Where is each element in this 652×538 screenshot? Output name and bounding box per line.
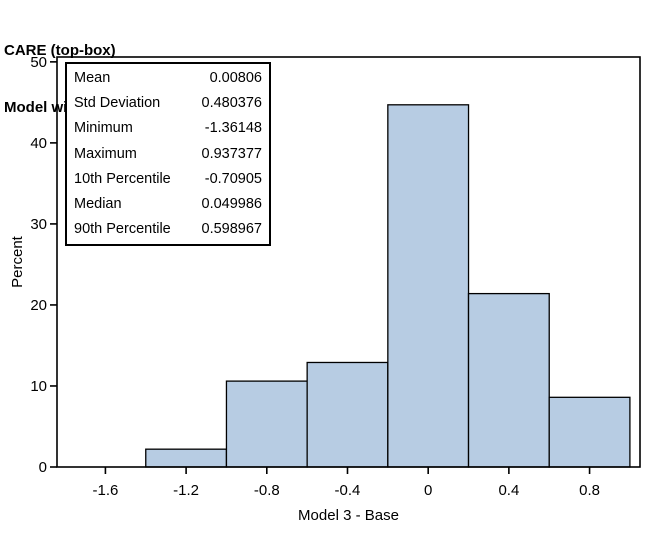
stats-row: Median 0.049986 bbox=[74, 192, 262, 217]
stats-row: Std Deviation 0.480376 bbox=[74, 91, 262, 116]
x-axis-tick-label: -1.2 bbox=[173, 482, 199, 499]
x-axis-tick-label: 0 bbox=[424, 482, 432, 499]
stats-row-label: Minimum bbox=[74, 120, 133, 137]
y-axis-tick-label: 30 bbox=[30, 216, 47, 233]
stats-row-label: Mean bbox=[74, 70, 111, 86]
stats-row: Maximum 0.937377 bbox=[74, 142, 262, 167]
x-axis-tick-label: -0.8 bbox=[254, 482, 280, 499]
histogram-bar bbox=[145, 448, 228, 468]
stats-row-value: 0.480376 bbox=[201, 95, 262, 112]
histogram-bar bbox=[306, 361, 389, 468]
stats-row: Minimum -1.36148 bbox=[74, 116, 262, 141]
stats-row-label: Std Deviation bbox=[74, 95, 161, 112]
y-axis-tick-label: 0 bbox=[39, 459, 47, 476]
stats-row-value: 0.00806 bbox=[209, 70, 262, 86]
stats-row-label: 90th Percentile bbox=[74, 221, 171, 238]
stats-row-value: -1.36148 bbox=[204, 120, 262, 137]
stats-row-label: Maximum bbox=[74, 145, 137, 162]
y-axis-label: Percent bbox=[9, 235, 26, 288]
x-axis-tick-label: -0.4 bbox=[335, 482, 361, 499]
x-axis-label: Model 3 - Base bbox=[298, 507, 399, 524]
stats-row: 90th Percentile 0.598967 bbox=[74, 217, 262, 242]
stats-row-value: 0.937377 bbox=[201, 145, 262, 162]
x-axis-tick-label: 0.8 bbox=[579, 482, 600, 499]
stats-row-value: -0.70905 bbox=[204, 170, 262, 187]
y-axis-tick-label: 50 bbox=[30, 54, 47, 71]
x-axis-tick-label: -1.6 bbox=[92, 482, 118, 499]
histogram-bar bbox=[467, 292, 550, 468]
histogram-bar bbox=[387, 104, 470, 468]
y-axis-tick-label: 10 bbox=[30, 378, 47, 395]
plot-frame bbox=[56, 56, 641, 468]
stats-row-value: 0.049986 bbox=[201, 196, 262, 213]
stats-box: Mean 0.00806 Std Deviation 0.480376 Minimum -… bbox=[65, 62, 271, 247]
stats-row: 10th Percentile -0.70905 bbox=[74, 167, 262, 192]
y-axis-tick-label: 40 bbox=[30, 135, 47, 152]
chart-title-line1: CARE (top-box) bbox=[4, 42, 116, 59]
histogram-bar bbox=[225, 380, 308, 468]
y-axis-tick-label: 20 bbox=[30, 297, 47, 314]
histogram-bar bbox=[548, 396, 631, 468]
stats-row: Mean 0.00806 bbox=[74, 66, 262, 91]
stats-row-label: 10th Percentile bbox=[74, 170, 171, 187]
stats-row-label: Median bbox=[74, 196, 122, 213]
x-axis-tick-label: 0.4 bbox=[498, 482, 519, 499]
stats-row-value: 0.598967 bbox=[201, 221, 262, 238]
